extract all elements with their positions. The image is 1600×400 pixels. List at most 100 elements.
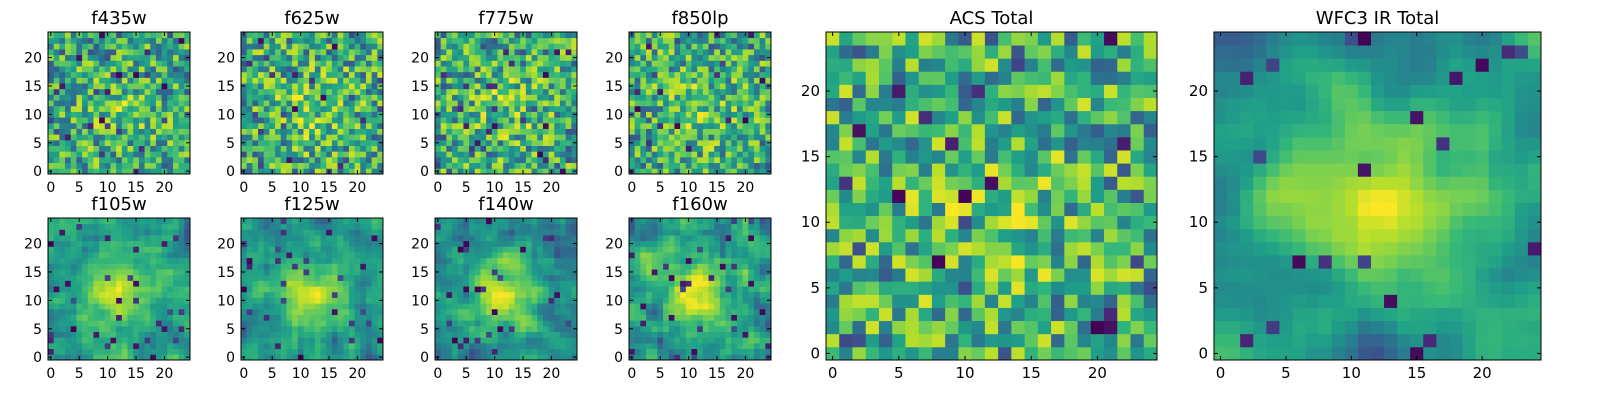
heatmap-cell (82, 257, 89, 264)
heatmap-cell (292, 117, 299, 124)
heatmap-cell (736, 122, 743, 129)
heatmap-cell (93, 291, 100, 298)
heatmap-cell (446, 308, 453, 315)
heatmap-cell (138, 134, 145, 141)
heatmap-cell (537, 156, 544, 164)
heatmap-cell (343, 122, 350, 129)
heatmap-cell (765, 348, 772, 355)
heatmap-cell (184, 162, 191, 169)
heatmap-cell (65, 246, 72, 253)
heatmap-cell (167, 325, 174, 332)
heatmap-cell (736, 320, 743, 327)
heatmap-cell (303, 252, 310, 259)
heatmap-cell (309, 263, 316, 270)
heatmap-cell (742, 145, 749, 152)
heatmap-cell (303, 71, 310, 78)
heatmap-cell (343, 280, 350, 287)
heatmap-cell (144, 235, 151, 242)
heatmap-cell (150, 240, 157, 247)
heatmap-cell (167, 269, 174, 276)
heatmap-cell (731, 156, 738, 164)
heatmap-cell (275, 145, 282, 152)
heatmap-cell (691, 117, 698, 124)
heatmap-cell (331, 32, 338, 39)
heatmap-cell (525, 77, 532, 84)
heatmap-cell (446, 348, 453, 355)
heatmap-cell (542, 320, 549, 327)
heatmap-cell (759, 291, 766, 298)
heatmap-cell (53, 297, 60, 304)
heatmap-cell (155, 342, 162, 350)
heatmap-cell (759, 32, 766, 39)
heatmap-cell (167, 117, 174, 124)
heatmap-cell (531, 139, 538, 146)
heatmap-cell (634, 354, 641, 361)
heatmap-cell (542, 37, 549, 44)
heatmap-cell (354, 257, 361, 264)
heatmap-cell (469, 151, 476, 158)
heatmap-cell (337, 117, 344, 124)
heatmap-cell (155, 297, 162, 304)
heatmap-cell (520, 105, 527, 112)
heatmap-cell (371, 54, 378, 61)
heatmap-cell (76, 128, 83, 135)
heatmap-cell (469, 49, 476, 56)
heatmap-cell (531, 235, 538, 242)
heatmap-cell (537, 252, 544, 259)
heatmap-cell (263, 77, 270, 84)
heatmap-cell (457, 303, 464, 310)
heatmap-cell (725, 168, 732, 175)
heatmap-cell (87, 66, 94, 73)
heatmap-cell (87, 43, 94, 50)
heatmap-cell (48, 252, 55, 259)
heatmap-cell (714, 320, 721, 327)
heatmap-cell (736, 145, 743, 152)
heatmap-cell (542, 43, 549, 50)
heatmap-cell (514, 94, 521, 101)
heatmap-cell (127, 122, 134, 129)
heatmap-cell (446, 320, 453, 327)
heatmap-cell (53, 337, 60, 344)
heatmap-cell (59, 77, 66, 84)
heatmap-cell (525, 88, 532, 95)
heatmap-cell (503, 54, 510, 61)
heatmap-cell (748, 32, 755, 39)
heatmap-cell (736, 274, 743, 281)
heatmap-cell (127, 77, 134, 84)
heatmap-cell (53, 325, 60, 332)
heatmap-cell (435, 156, 442, 164)
heatmap-cell (354, 139, 361, 146)
heatmap-cell (87, 246, 94, 253)
heatmap-cell (309, 49, 316, 56)
heatmap-cell (651, 286, 658, 293)
heatmap-cell (486, 151, 493, 158)
heatmap-cell (554, 71, 561, 78)
heatmap-cell (542, 77, 549, 84)
heatmap-cell (144, 229, 151, 236)
heatmap-cell (702, 134, 709, 141)
heatmap-cell (178, 246, 185, 253)
heatmap-cell (87, 168, 94, 175)
heatmap-cell (161, 134, 168, 141)
heatmap-cell (150, 128, 157, 135)
heatmap-cell (309, 111, 316, 118)
heatmap-cell (663, 156, 670, 164)
heatmap-cell (144, 286, 151, 293)
heatmap-cell (708, 156, 715, 164)
heatmap-cell (258, 286, 265, 293)
heatmap-cell (486, 354, 493, 361)
heatmap-cell (440, 286, 447, 293)
heatmap-cell (554, 348, 561, 355)
heatmap-cell (765, 274, 772, 281)
heatmap-cell (668, 308, 675, 315)
panel-title: f160w (672, 194, 727, 215)
heatmap-cell (258, 229, 265, 236)
heatmap-cell (303, 354, 310, 361)
heatmap-cell (537, 49, 544, 56)
heatmap-cell (133, 342, 140, 350)
heatmap-cell (314, 235, 321, 242)
heatmap-cell (365, 257, 373, 264)
heatmap-cell (70, 218, 77, 225)
heatmap-cell (525, 303, 532, 310)
heatmap-cell (537, 105, 544, 112)
